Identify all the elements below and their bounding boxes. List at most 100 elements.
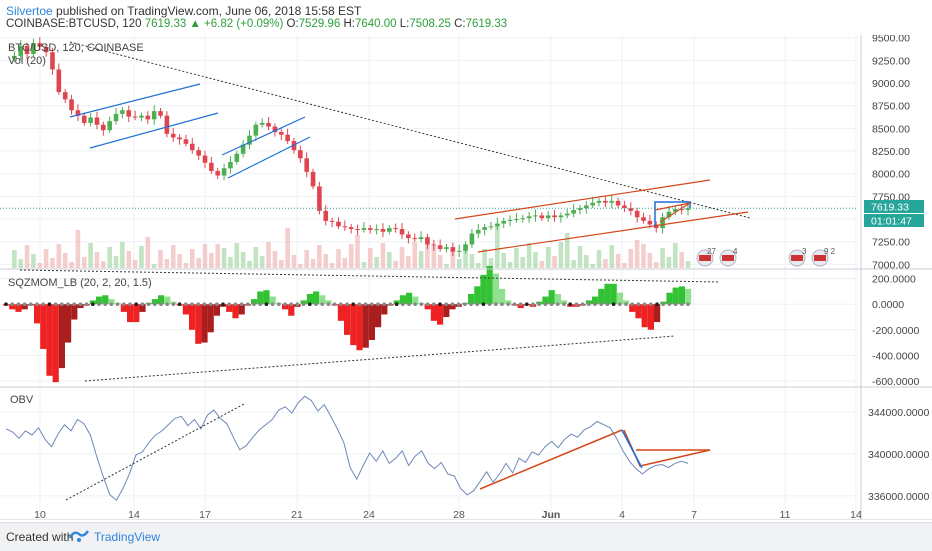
volume-bar [145, 237, 151, 268]
candle-body [412, 238, 418, 240]
candle-body [323, 210, 329, 221]
sqz-zero-dot [382, 302, 387, 307]
candle-body [584, 205, 589, 209]
candle-body [425, 237, 430, 245]
sqz-bar [561, 300, 568, 305]
candle-body [107, 121, 112, 131]
candle-body [615, 200, 621, 206]
candle-body [310, 171, 316, 187]
candle-body [444, 247, 449, 249]
blue-channel-line [227, 136, 311, 179]
candle-body [437, 245, 443, 249]
sqz-zero-dot [122, 302, 126, 307]
sqz-zero-dot [314, 302, 318, 307]
author-link[interactable]: Silvertoe [6, 4, 53, 18]
flag-stripe-icon [699, 255, 711, 261]
candle-body [564, 213, 570, 216]
price-tick-label: 8000.00 [872, 169, 910, 181]
sqz-zero-dot [171, 302, 176, 307]
sqz-zero-dot [487, 302, 492, 307]
sqz-bar [474, 286, 481, 305]
sqz-zero-dot [91, 302, 95, 307]
blue-flag-drawing [654, 201, 691, 226]
volume-bar [228, 257, 233, 268]
x-tick-label: 7 [691, 509, 697, 520]
volume-bar [81, 257, 87, 268]
volume-bar [259, 256, 265, 268]
last-price-tag-text: 7619.33 [871, 202, 909, 214]
sqz-zero-dot [326, 302, 331, 307]
sqz-zero-dot [159, 302, 163, 307]
obv-legend: OBV [10, 394, 34, 406]
sqz-bar [306, 294, 313, 305]
volume-bar [660, 248, 665, 268]
close-value: 7619.33 [465, 18, 508, 30]
x-tick-label: 24 [363, 509, 375, 520]
candle-body [329, 220, 335, 222]
candle-body [450, 247, 456, 252]
low-value: 7508.25 [409, 18, 451, 30]
tradingview-logo-icon[interactable] [68, 528, 90, 544]
sqz-bar [350, 304, 357, 346]
volume-bar [488, 258, 494, 268]
sqz-bar [542, 296, 549, 305]
high-label: H: [343, 18, 355, 30]
candle-body [463, 244, 468, 251]
candle-body [37, 43, 43, 47]
event-badge-group-1[interactable]: 27 4 [696, 247, 738, 267]
candles [12, 37, 691, 258]
sqz-histogram [3, 265, 692, 383]
sqz-zero-dot [252, 302, 256, 307]
sqz-zero-dot [444, 302, 449, 307]
volume-bar [158, 250, 163, 268]
candle-body [221, 168, 227, 176]
sqz-tick-label: -400.0000 [872, 350, 919, 362]
candle-body [558, 215, 564, 218]
sqz-bar [647, 304, 654, 330]
chart-area[interactable]: 10 14 17 21 24 28 Jun 4 7 11 14 9500.00 9250.00 9000.… [0, 33, 932, 521]
candle-body [177, 137, 182, 140]
volume-bar [482, 249, 487, 268]
sqz-zero-dot [388, 302, 393, 307]
candle-body [56, 69, 62, 93]
sqz-bar [34, 304, 41, 324]
volume-bar [685, 261, 691, 268]
sqz-bar [554, 294, 561, 305]
candle-body [170, 133, 176, 138]
sqz-bar [685, 288, 692, 305]
sqz-zero-dot [264, 302, 269, 307]
flag-stripe-icon [791, 255, 803, 261]
sqz-bar [133, 304, 140, 323]
sqz-zero-dot [624, 302, 628, 307]
sqz-bar [623, 300, 630, 305]
sqz-zero-dot [153, 302, 157, 307]
price-tick-label: 7000.00 [872, 259, 910, 271]
chart-svg[interactable]: 10 14 17 21 24 28 Jun 4 7 11 14 9500.00 9250.00 9000.… [0, 33, 932, 521]
volume-bar [393, 261, 398, 268]
sqz-zero-dot [587, 302, 591, 307]
candle-body [380, 229, 386, 232]
sqz-zero-dot [506, 302, 511, 307]
event-badge-group-2[interactable]: 3 9 2 [788, 247, 836, 267]
sqz-bar [127, 304, 134, 323]
sqz-zero-dot [47, 302, 52, 307]
sqz-bar [356, 304, 363, 351]
candle-body [81, 115, 87, 123]
event-count-2: 4 [733, 247, 738, 256]
volume-bar [380, 243, 386, 268]
sqz-zero-dot [531, 302, 535, 307]
sqz-zero-dot [233, 302, 238, 307]
tradingview-brand[interactable]: TradingView [94, 530, 161, 544]
sqz-zero-dot [72, 302, 76, 307]
red-flag-drawing [654, 202, 691, 223]
sqz-zero-dot [295, 302, 300, 307]
candle-body [189, 143, 195, 151]
volume-bar [387, 252, 392, 268]
candle-body [342, 226, 348, 228]
sqz-bar [399, 295, 406, 305]
sqz-zero-dot [190, 302, 194, 307]
sqz-zero-dot [518, 302, 523, 307]
volume-bar [126, 251, 132, 268]
sqz-bar [120, 304, 127, 312]
sqz-tick-label: -600.0000 [872, 376, 919, 388]
